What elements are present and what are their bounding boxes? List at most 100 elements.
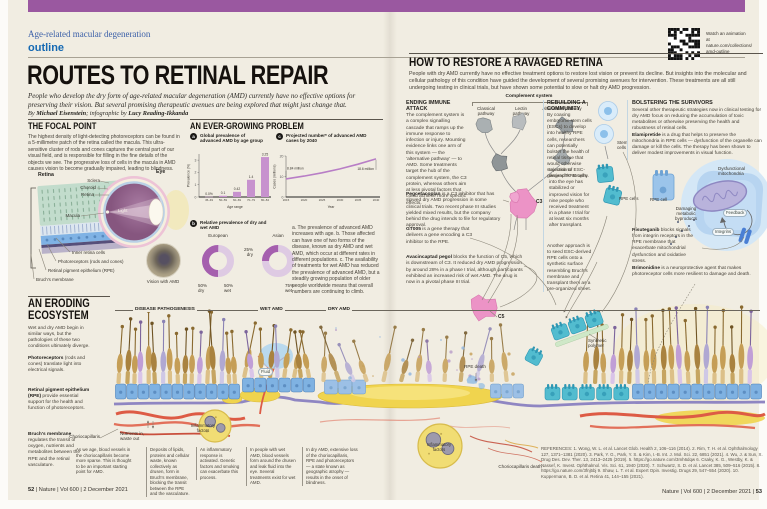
caption-inflammation: An inflammatory response is activated. G…: [196, 447, 242, 480]
rebuilding-title: REBUILDING A COMMUNITY: [547, 100, 586, 113]
vision-with-amd-image: [146, 243, 181, 278]
restore-title: HOW TO RESTORE A RAVAGED RETINA: [409, 55, 603, 69]
donut-as-dry-label: 25% dry: [243, 247, 253, 258]
elamipretide-paragraph: Elamipretide is a drug that helps to pre…: [632, 133, 762, 157]
integrins-label: Integrins: [712, 228, 735, 236]
page-title: ROUTES TO RETINAL REPAIR: [27, 60, 329, 90]
immune-title: ENDING IMMUNE ATTACK: [406, 100, 451, 113]
svg-text:8.84 million: 8.84 million: [287, 166, 304, 170]
band-header-line: [115, 310, 760, 311]
line-chart: 0 10 20 2015 2020 2025 2030 2035 2040 8.84 millio…: [272, 154, 380, 209]
donut-chart-asian: [262, 245, 294, 277]
inner-retina-label: Inner retina cells: [72, 250, 106, 255]
stem-cells-label: Stem cells: [617, 140, 628, 151]
brimonidine-paragraph: Brimonidine is a neuroprotective agent t…: [632, 266, 751, 278]
svg-text:2040: 2040: [373, 198, 380, 202]
panel-a-marker: a: [190, 133, 197, 140]
column-divider: [543, 100, 544, 292]
rebuilding-sheet: Another approach is to seed ESC-derived …: [547, 244, 592, 292]
svg-text:Year: Year: [328, 205, 336, 209]
donut-european-label: European: [208, 233, 228, 238]
donut-eu-dry-label: 50% dry: [198, 283, 208, 294]
light-label: Light: [118, 208, 128, 213]
svg-text:Prevalence (%): Prevalence (%): [186, 164, 190, 187]
stem-cell-illustration: [594, 101, 623, 206]
rpe-cell-label: RPE cell: [650, 197, 668, 202]
retina-layer-label: Retina: [80, 192, 94, 197]
watch-animation-note: Watch an animation at nature.com/collect…: [706, 31, 753, 54]
restore-rule: [409, 53, 763, 54]
bar-chart-title: Global prevalence of advanced AMD by age…: [200, 133, 263, 144]
sclera-label: Sclera: [87, 178, 100, 183]
synthetic-polymer-label: Synthetic polymer: [588, 338, 607, 349]
classical-pathway-label: Classical pathway: [476, 106, 495, 117]
panel-c-marker: c: [276, 133, 283, 140]
eroding-title: AN ERODING ECOSYSTEM: [28, 298, 90, 322]
eroding-side-bruchs: Bruch's membrane regulates the transit o…: [28, 432, 80, 468]
svg-text:0.0%: 0.0%: [205, 192, 213, 196]
risuteganib-paragraph: Risuteganib blocks signals from integrin…: [632, 228, 694, 264]
svg-text:18.6 million: 18.6 million: [357, 167, 374, 171]
caption-drusen: Deposits of lipids, proteins and cellula…: [146, 447, 192, 497]
qr-code: [668, 28, 700, 60]
svg-text:0: 0: [282, 195, 284, 199]
complement-cascade-illustration: [475, 112, 574, 231]
inflammatory-factors-label-2: Inflammatory factors: [426, 442, 452, 452]
caption-dry-amd: In dry AMD, extensive loss of the chorio…: [302, 447, 358, 486]
caption-wet-amd: In people with wet AMD, blood vessels fo…: [246, 447, 296, 486]
svg-text:2035: 2035: [355, 198, 362, 202]
footer-right: Nature | Vol 600 | 2 December 2021 | 53: [662, 489, 762, 495]
svg-text:1.4: 1.4: [249, 175, 254, 179]
fluid-label: Fluid: [258, 368, 274, 376]
svg-text:50–59: 50–59: [219, 198, 227, 202]
chart-note: a. The prevalence of advanced AMD increa…: [292, 225, 380, 295]
complement-bracket: [472, 102, 588, 106]
bolstering-body: Several other therapeutic strategies now…: [632, 108, 762, 132]
growing-problem-rule: [190, 119, 383, 120]
eroding-body: Wet and dry AMD begin in similar ways, b…: [28, 326, 90, 350]
svg-text:0.42: 0.42: [234, 187, 241, 191]
donut-chart-european: [202, 245, 234, 277]
photoreceptors-label: Photoreceptors (rods and cones): [58, 259, 124, 264]
avacincaptad-paragraph: Avacincaptad pegol blocks the function o…: [406, 255, 523, 286]
svg-text:Cases (millions): Cases (millions): [272, 164, 276, 188]
retina-bracket-label: Retina: [38, 172, 54, 178]
svg-text:70–79: 70–79: [247, 198, 255, 202]
choriocapillaris-death-label: Choriocapillaris death: [498, 464, 542, 469]
choriocapillaris-label: Choriocapillaris: [69, 434, 100, 439]
macula-label: Macula: [65, 213, 80, 218]
top-color-bar: [28, 0, 745, 12]
choroid-label: Choroid: [80, 185, 96, 190]
nutrients-label: Nutrients in, waste out: [120, 431, 145, 442]
svg-text:1: 1: [195, 183, 197, 187]
focal-point-title: THE FOCAL POINT: [28, 121, 97, 131]
svg-text:Age range: Age range: [227, 205, 243, 209]
svg-text:2030: 2030: [337, 198, 344, 202]
svg-text:2: 2: [195, 171, 197, 175]
growing-problem-title: AN EVER-GROWING PROBLEM: [190, 121, 304, 131]
eye-illustration: [98, 176, 189, 248]
bar-chart: 0 1 2 3 0.0% 45–49 0.1 50–59 0.42 60–69 1.4 70–79 3.…: [186, 152, 271, 209]
bolstering-title: BOLSTERING THE SURVIVORS: [632, 100, 713, 106]
svg-text:3: 3: [195, 158, 197, 162]
alternative-pathway-label: Alternative pathway: [542, 106, 582, 111]
page-spine: [383, 12, 397, 500]
donut-as-wet-label: 75% wet: [285, 283, 295, 294]
svg-text:2020: 2020: [301, 198, 308, 202]
c5-label: C5: [498, 314, 505, 320]
svg-text:20: 20: [280, 154, 284, 158]
immune-body: The complement system is a complex signa…: [406, 113, 467, 206]
mitochondria-illustration: [652, 159, 767, 251]
focal-point-rule: [28, 119, 180, 120]
references: REFERENCES: 1. Wong, W. L. et al. Lancet…: [541, 446, 763, 479]
column-divider-2: [627, 100, 628, 160]
vision-with-amd-label: Vision with AMD: [146, 279, 180, 284]
caption-aging-vessels: As we age, blood vessels in the chorioca…: [76, 447, 132, 474]
footer-left: 52 | Nature | Vol 600 | 2 December 2021: [28, 487, 128, 493]
dysfunctional-mitochondria-label: Dysfunctional mitochondria: [718, 166, 746, 177]
complement-system-label: Complement system: [505, 94, 553, 99]
svg-text:10: 10: [280, 175, 284, 179]
band-wet-amd: WET AMD: [258, 307, 285, 313]
header-rule: [28, 57, 745, 58]
